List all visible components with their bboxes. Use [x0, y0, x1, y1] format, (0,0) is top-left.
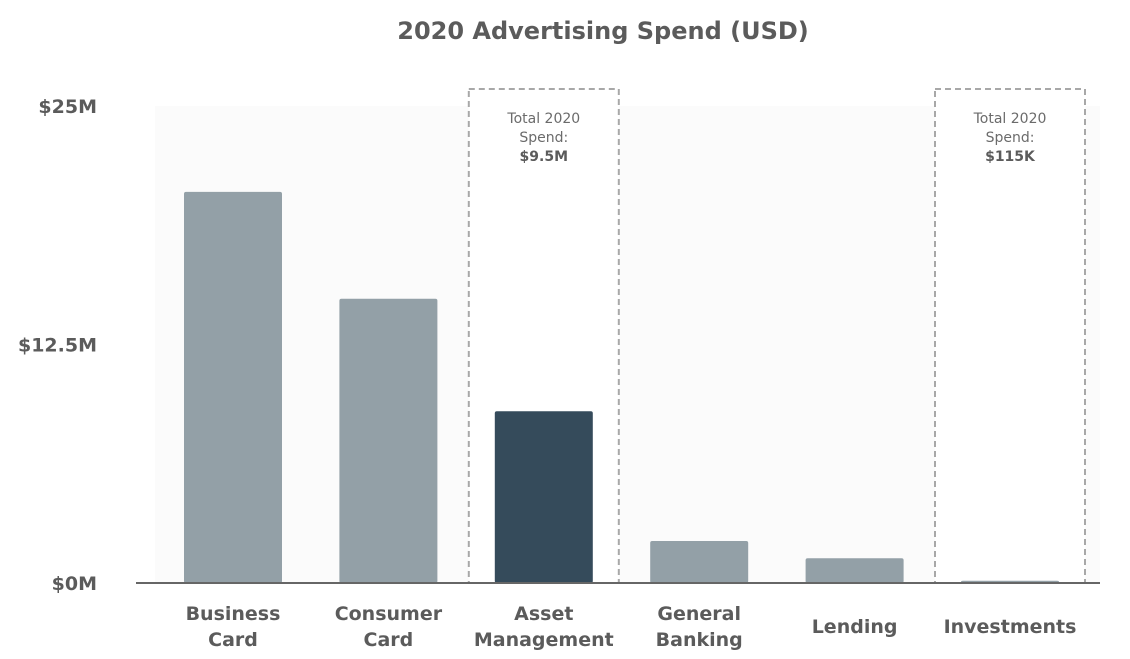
annotation-box: Total 2020 Spend: $9.5M: [467, 88, 620, 584]
annotation-value: $9.5M: [520, 149, 568, 165]
bars: [184, 191, 1059, 584]
bar: [494, 411, 593, 583]
annotation-value: $115K: [985, 149, 1036, 165]
chart-title: 2020 Advertising Spend (USD): [397, 17, 809, 45]
x-tick-label: Card: [208, 629, 258, 651]
annotations: Total 2020 Spend: $9.5M Total 2020 Spend: $11…: [467, 88, 1086, 584]
annotation-text: Spend:: [519, 130, 568, 146]
bar: [184, 191, 282, 584]
y-tick-label: $0M: [52, 573, 97, 595]
y-axis: $0M $12.5M $25M: [18, 96, 97, 595]
x-tick-label: Management: [474, 629, 614, 651]
bar: [805, 558, 904, 583]
y-tick-label: $12.5M: [18, 335, 97, 357]
annotation-text: Total 2020: [506, 111, 580, 127]
x-tick-label: Investments: [944, 616, 1077, 638]
x-axis: Business Card Consumer Card Asset Management G…: [186, 603, 1077, 651]
x-tick-label: Asset: [514, 603, 573, 625]
y-tick-label: $25M: [38, 96, 97, 118]
x-tick-label: Lending: [812, 616, 898, 638]
annotation-box: Total 2020 Spend: $115K: [934, 88, 1086, 584]
bar: [650, 541, 749, 583]
annotation-frame: [934, 88, 1086, 584]
x-tick-label: Business: [186, 603, 281, 625]
x-tick-label: General: [657, 603, 741, 625]
annotation-text: Total 2020: [973, 111, 1047, 127]
x-tick-label: Banking: [656, 629, 743, 651]
x-tick-label: Card: [364, 629, 414, 651]
bar: [339, 298, 438, 583]
annotation-text: Spend:: [986, 130, 1035, 146]
x-tick-label: Consumer: [335, 603, 443, 625]
